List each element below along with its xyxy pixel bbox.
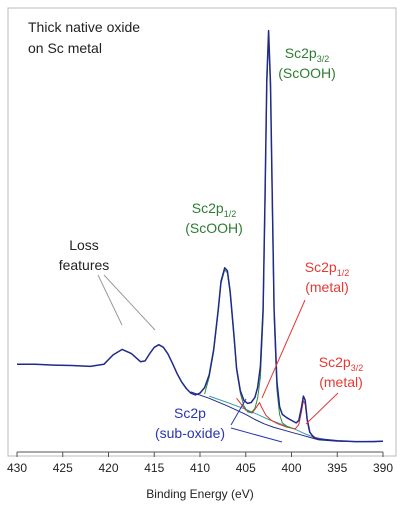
annotation-text: Sc2p1/2 <box>305 259 349 278</box>
annotation-text: features <box>59 257 110 273</box>
series-fit-sub-oxide-line <box>209 395 329 441</box>
x-axis-label: Binding Energy (eV) <box>146 487 253 501</box>
curves-layer <box>17 29 384 443</box>
annotation-text: (ScOOH) <box>278 65 336 81</box>
suboxide-leader-line <box>230 398 247 426</box>
x-tick-label: 395 <box>327 461 347 475</box>
suboxide-leader-line <box>230 427 283 443</box>
annotation-p12_ox: Sc2p1/2(ScOOH) <box>185 200 243 236</box>
metal-p32-leader-line <box>305 392 339 425</box>
annotations-layer: LossfeaturesSc2p1/2(ScOOH)Sc2p3/2(ScOOH)… <box>59 45 363 443</box>
chart-title-line1: Thick native oxide <box>28 19 140 35</box>
x-tick-label: 410 <box>190 461 210 475</box>
annotation-loss: Loss features <box>59 237 110 273</box>
annotation-p32_met: Sc2p3/2(metal) <box>319 354 363 390</box>
x-axis: 430 425 420 415 410 405 400 395 390 <box>7 451 393 475</box>
x-tick-label: 400 <box>281 461 301 475</box>
x-tick-label: 420 <box>98 461 118 475</box>
annotation-text: (ScOOH) <box>185 220 243 236</box>
metal-p12-leader-line <box>261 299 306 399</box>
x-tick-label: 405 <box>236 461 256 475</box>
loss-leader-line <box>103 274 156 331</box>
chart-title-line2: on Sc metal <box>28 40 102 56</box>
annotation-p12_met: Sc2p1/2(metal) <box>305 259 349 295</box>
x-tick-label: 415 <box>144 461 164 475</box>
x-tick-label: 425 <box>53 461 73 475</box>
annotation-text: Sc2p3/2 <box>285 45 329 64</box>
plot-frame <box>7 7 397 457</box>
annotation-text: (metal) <box>305 279 349 295</box>
annotation-text: Sc2p3/2 <box>319 354 363 373</box>
annotation-p32_ox: Sc2p3/2(ScOOH) <box>278 45 336 81</box>
annotation-text: Sc2p <box>174 405 206 421</box>
annotation-subox: Sc2p (sub-oxide) <box>155 405 225 441</box>
annotation-text: Sc2p1/2 <box>192 200 236 219</box>
x-tick-label: 430 <box>7 461 27 475</box>
x-tick-label: 390 <box>373 461 393 475</box>
series-measured-line <box>17 29 384 443</box>
annotation-text: Loss <box>69 237 99 253</box>
annotation-text: (sub-oxide) <box>155 425 225 441</box>
loss-leader-line <box>97 274 123 326</box>
annotation-text: (metal) <box>319 374 363 390</box>
